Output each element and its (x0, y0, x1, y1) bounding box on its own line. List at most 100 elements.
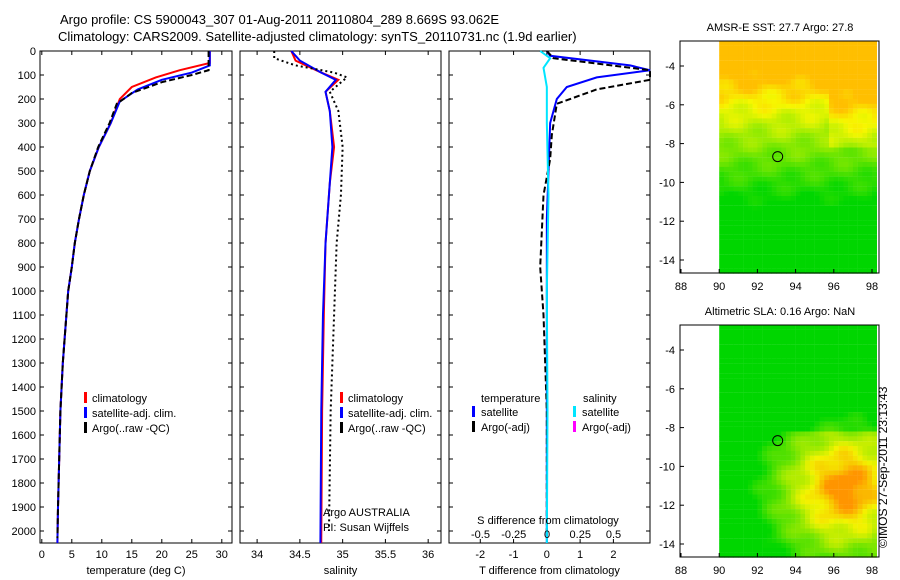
map-cell (872, 518, 877, 524)
map-cell (762, 268, 768, 274)
map-cell (852, 40, 858, 46)
map-cell (781, 249, 787, 255)
map-cell (805, 465, 811, 471)
map-cell (809, 152, 815, 158)
map-cell (771, 191, 777, 197)
map-cell (857, 50, 863, 56)
map-cell (809, 397, 815, 403)
map-cell (852, 460, 858, 466)
map-cell (790, 412, 796, 418)
map-cell (829, 446, 834, 451)
map-cell (857, 210, 863, 216)
map-cell (738, 547, 744, 553)
map-cell (728, 263, 734, 269)
map-cell (733, 244, 739, 250)
map-cell (814, 176, 820, 182)
map-cell (814, 552, 820, 558)
map-cell (762, 494, 768, 500)
map-cell (867, 147, 873, 153)
map-cell (862, 113, 868, 119)
map-cell (838, 220, 844, 226)
map-cell (771, 40, 777, 46)
map-cell (781, 40, 787, 46)
map-cell (795, 263, 801, 269)
map-cell (790, 157, 796, 163)
map-cell (752, 543, 758, 548)
map-cell (857, 234, 863, 240)
map-cell (795, 45, 801, 51)
map-cell (781, 166, 787, 172)
map-cell (738, 397, 744, 403)
map-cell (838, 84, 844, 90)
map-cell (728, 157, 734, 163)
x2-tick-label: 0 (544, 529, 550, 541)
map-cell (719, 378, 725, 384)
map-cell (719, 460, 725, 466)
map-cell (743, 528, 749, 534)
map-cell (833, 79, 839, 85)
map-cell (719, 446, 725, 451)
map-cell (838, 426, 844, 432)
map-cell (829, 353, 834, 359)
map-cell (728, 268, 734, 274)
map-cell (805, 259, 811, 264)
map-cell (767, 142, 772, 148)
map-cell (771, 552, 777, 558)
map-x-tick-label: 94 (789, 281, 801, 293)
map-cell (843, 407, 849, 413)
map-cell (738, 470, 744, 476)
y-tick-label: 900 (18, 262, 36, 274)
map-cell (872, 147, 877, 153)
map-cell (805, 118, 811, 124)
map-cell (743, 543, 749, 548)
map-cell (733, 538, 739, 544)
map-cell (800, 358, 806, 364)
map-cell (872, 353, 877, 359)
map-cell (724, 402, 729, 408)
map-cell (762, 441, 768, 447)
map-cell (867, 200, 873, 206)
map-cell (767, 329, 772, 335)
map-cell (781, 513, 787, 519)
y-tick-label: 1100 (12, 310, 36, 322)
map-cell (833, 402, 839, 408)
map-cell (719, 421, 725, 427)
map-cell (781, 152, 787, 158)
map-cell (795, 259, 801, 264)
map-cell (805, 200, 811, 206)
map-cell (829, 176, 834, 182)
map-cell (767, 74, 772, 80)
map-cell (795, 426, 801, 432)
map-cell (824, 455, 830, 461)
map-cell (838, 128, 844, 134)
map-cell (838, 397, 844, 403)
map-cell (762, 89, 768, 95)
map-cell (809, 254, 815, 260)
map-cell (757, 186, 763, 192)
map-cell (838, 118, 844, 124)
map-cell (833, 45, 839, 51)
map-cell (843, 128, 849, 134)
map-cell (719, 50, 725, 56)
map-cell (733, 239, 739, 245)
map-cell (762, 480, 768, 485)
map-cell (843, 528, 849, 534)
map-cell (838, 166, 844, 172)
map-cell (829, 499, 834, 505)
map-cell (724, 45, 729, 51)
map-cell (786, 392, 791, 398)
map-cell (771, 128, 777, 134)
map-cell (767, 334, 772, 340)
map-cell (814, 244, 820, 250)
map-cell (771, 55, 777, 61)
map-cell (805, 504, 811, 510)
map-cell (762, 79, 768, 85)
map-cell (776, 50, 782, 56)
map-cell (752, 349, 758, 354)
map-cell (786, 373, 791, 379)
map-cell (809, 494, 815, 500)
map-cell (872, 455, 877, 461)
map-cell (867, 176, 873, 182)
map-cell (781, 45, 787, 51)
map-cell (852, 69, 858, 75)
